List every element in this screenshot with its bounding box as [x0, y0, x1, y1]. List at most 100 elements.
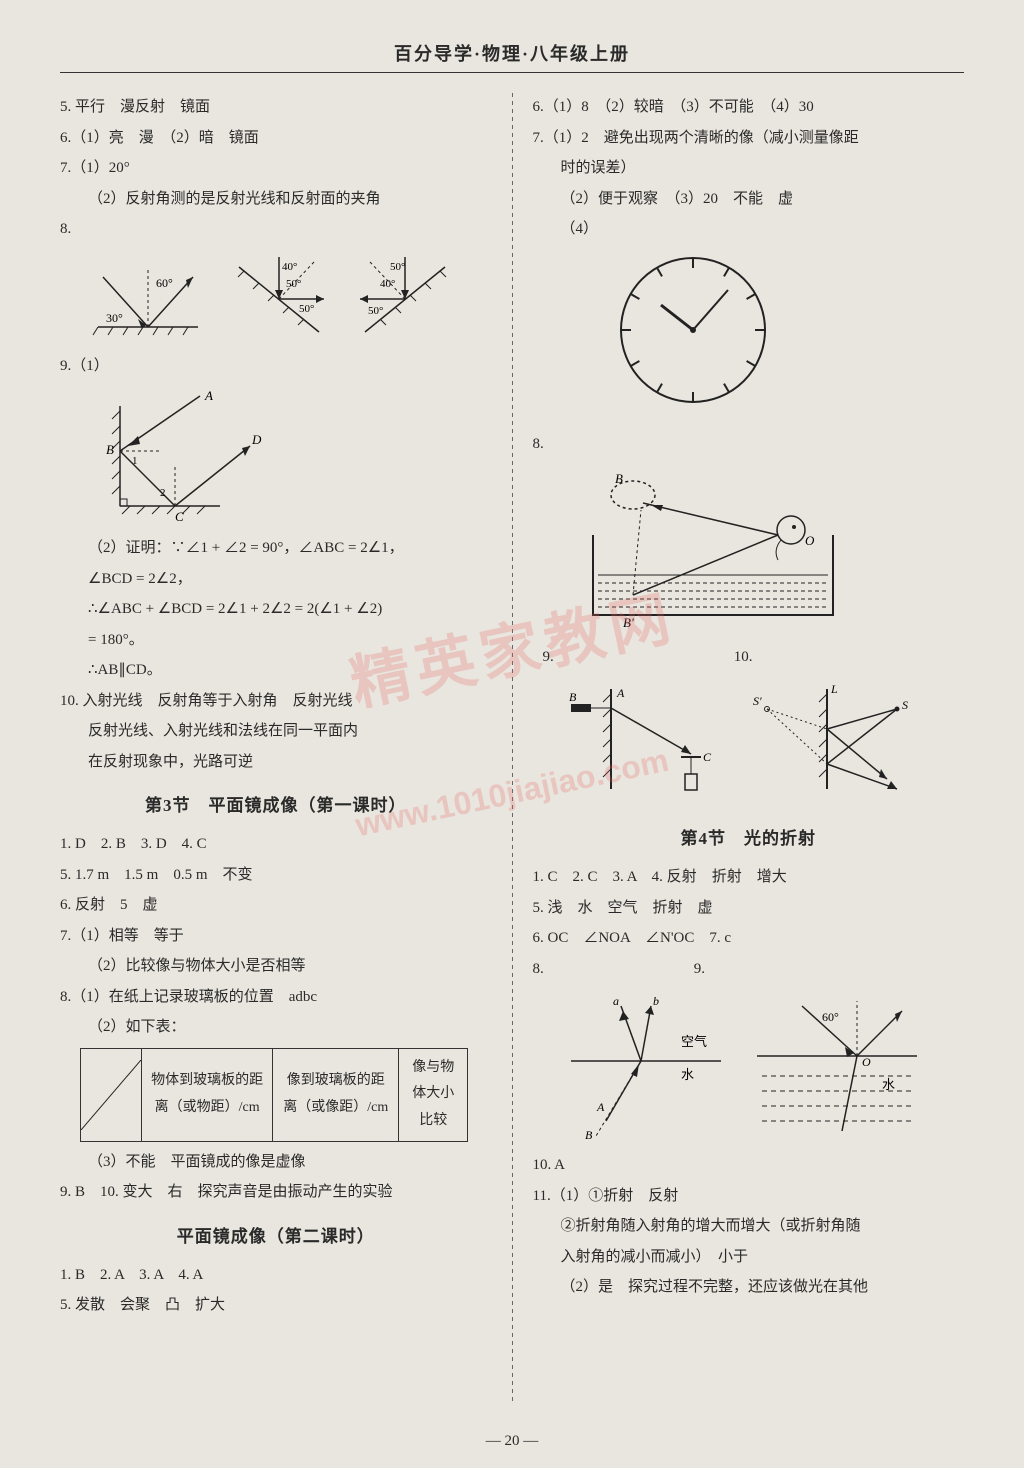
label-B3: B — [585, 1128, 593, 1141]
q9-proof-3: ∴∠ABC + ∠BCD = 2∠1 + 2∠2 = 2(∠1 + ∠2) — [60, 595, 492, 624]
fish-mirror-diagram: B B' O — [573, 465, 853, 635]
s4-q1-4: 1. C 2. C 3. A 4. 反射 折射 增大 — [533, 863, 965, 892]
label-a: A — [204, 388, 213, 403]
s3-q1-4: 1. D 2. B 3. D 4. C — [60, 830, 492, 859]
q8-diagram-row: 60° 30° 40° 50° 50° — [88, 252, 492, 342]
q9-q10-row: A B C S — [561, 679, 965, 809]
s4-q11-2: ②折射角随入射角的增大而增大（或折射角随 — [533, 1212, 965, 1241]
q9-proof-2: ∠BCD = 2∠2， — [60, 565, 492, 594]
label-O2: O — [862, 1055, 871, 1069]
q7-1: 7.（1）20° — [60, 154, 492, 183]
r-q7-2: （2）便于观察 （3）20 不能 虚 — [533, 185, 965, 214]
right-column: 6.（1）8 （2）较暗 （3）不可能 （4）30 7.（1）2 避免出现两个清… — [533, 93, 965, 1403]
angle-40b: 40° — [380, 278, 395, 290]
label-B: B — [615, 471, 623, 486]
refraction-diagram-2: 60° O 水 — [747, 991, 927, 1141]
reflection-diagram-1: 60° 30° — [88, 252, 208, 342]
angle-40: 40° — [282, 261, 297, 273]
label-B2: B — [569, 690, 577, 704]
r-q6: 6.（1）8 （2）较暗 （3）不可能 （4）30 — [533, 93, 965, 122]
page-title: 百分导学·物理·八年级上册 — [60, 40, 964, 66]
s3-q6: 6. 反射 5 虚 — [60, 891, 492, 920]
q9-label: 9.（1） — [60, 352, 492, 381]
mirror-table: 物体到玻璃板的距离（或物距）/cm 像到玻璃板的距离（或像距）/cm 像与物体大… — [80, 1048, 468, 1142]
label-S: S — [902, 698, 908, 712]
page-number: — 20 — — [486, 1433, 539, 1450]
s4-q8-q9-row: a b 空气 水 A B 60° O — [561, 991, 965, 1141]
label-water: 水 — [681, 1067, 694, 1082]
q10-2: 反射光线、入射光线和法线在同一平面内 — [60, 717, 492, 746]
s3b-q1-4: 1. B 2. A 3. A 4. A — [60, 1261, 492, 1290]
q6: 6.（1）亮 漫 （2）暗 镜面 — [60, 124, 492, 153]
r-q10-label: 10. — [734, 643, 753, 672]
label-Bprime: B' — [623, 615, 634, 630]
q9-proof-4: = 180°。 — [60, 626, 492, 655]
q8-label: 8. — [60, 215, 492, 244]
s4-q8-9-label: 8. 9. — [533, 955, 965, 984]
s4-q11-1: 11.（1）①折射 反射 — [533, 1182, 965, 1211]
s4-q11-3: 入射角的减小而减小） 小于 — [533, 1243, 965, 1272]
label-2: 2 — [160, 487, 166, 499]
label-air: 空气 — [681, 1034, 707, 1049]
label-a3: a — [613, 994, 619, 1008]
angle-50b: 50° — [299, 303, 314, 315]
label-c: C — [175, 509, 184, 524]
angle-50c: 50° — [390, 261, 405, 273]
s3-q9-10: 9. B 10. 变大 右 探究声音是由振动产生的实验 — [60, 1178, 492, 1207]
label-L: L — [830, 682, 838, 696]
label-A2: A — [616, 686, 625, 700]
s3-q8-1: 8.（1）在纸上记录玻璃板的位置 adbc — [60, 983, 492, 1012]
s3-q7-1: 7.（1）相等 等于 — [60, 922, 492, 951]
angle-30: 30° — [106, 311, 123, 325]
label-b3: b — [653, 994, 659, 1008]
label-water2: 水 — [882, 1077, 895, 1092]
q9-proof-1: （2）证明：∵∠1 + ∠2 = 90°，∠ABC = 2∠1， — [60, 534, 492, 563]
q9-proof-5: ∴AB∥CD。 — [60, 656, 492, 685]
q10-1: 10. 入射光线 反射角等于入射角 反射光线 — [60, 687, 492, 716]
label-Sprime: S' — [753, 694, 762, 708]
s3-q7-2: （2）比较像与物体大小是否相等 — [60, 952, 492, 981]
q10-3: 在反射现象中，光路可逆 — [60, 748, 492, 777]
q5: 5. 平行 漫反射 镜面 — [60, 93, 492, 122]
angle-50: 50° — [286, 278, 301, 290]
label-O: O — [805, 533, 815, 548]
two-column-layout: 5. 平行 漫反射 镜面 6.（1）亮 漫 （2）暗 镜面 7.（1）20° （… — [60, 93, 964, 1403]
table-col-3: 像与物体大小比较 — [399, 1048, 468, 1141]
mirror-source-diagram: S S' L — [747, 679, 917, 809]
section-3b-title: 平面镜成像（第二课时） — [60, 1221, 492, 1253]
table-col-2: 像到玻璃板的距离（或像距）/cm — [273, 1048, 399, 1141]
r-q7-1: 7.（1）2 避免出现两个清晰的像（减小测量像距 — [533, 124, 965, 153]
label-C2: C — [703, 750, 712, 764]
s4-q5: 5. 浅 水 空气 折射 虚 — [533, 894, 965, 923]
s3-q8-2: （2）如下表： — [60, 1013, 492, 1042]
r-q7-1b: 时的误差） — [533, 154, 965, 183]
s4-q11-4: （2）是 探究过程不完整，还应该做光在其他 — [533, 1273, 965, 1302]
s4-q10: 10. A — [533, 1151, 965, 1180]
title-underline — [60, 72, 964, 73]
s3-q5: 5. 1.7 m 1.5 m 0.5 m 不变 — [60, 861, 492, 890]
angle-50d: 50° — [368, 305, 383, 317]
table-diagonal-cell — [81, 1048, 142, 1141]
clock-diagram — [613, 250, 965, 421]
s3b-q5: 5. 发散 会聚 凸 扩大 — [60, 1291, 492, 1320]
angle-60b: 60° — [822, 1010, 839, 1024]
label-b: B — [106, 442, 114, 457]
section-4-title: 第4节 光的折射 — [533, 823, 965, 855]
refraction-diagram-1: a b 空气 水 A B — [561, 991, 731, 1141]
column-divider — [512, 93, 513, 1403]
section-3-title: 第3节 平面镜成像（第一课时） — [60, 790, 492, 822]
table-col-1: 物体到玻璃板的距离（或物距）/cm — [142, 1048, 273, 1141]
q7-2: （2）反射角测的是反射光线和反射面的夹角 — [60, 185, 492, 214]
label-A3: A — [596, 1100, 605, 1114]
reflection-diagram-3: 50° 40° 50° — [350, 252, 460, 342]
r-q9-label: 9. — [543, 643, 554, 672]
angle-60: 60° — [156, 276, 173, 290]
r-q7-4: （4） — [533, 215, 965, 244]
s4-q6: 6. OC ∠NOA ∠N'OC 7. c — [533, 924, 965, 953]
mirror-corner-diagram: A B C D 1 2 — [100, 386, 280, 526]
left-column: 5. 平行 漫反射 镜面 6.（1）亮 漫 （2）暗 镜面 7.（1）20° （… — [60, 93, 492, 1403]
label-d: D — [251, 432, 262, 447]
mirror-weight-diagram: A B C — [561, 679, 731, 809]
reflection-diagram-2: 40° 50° 50° — [224, 252, 334, 342]
r-q8-label: 8. — [533, 430, 965, 459]
